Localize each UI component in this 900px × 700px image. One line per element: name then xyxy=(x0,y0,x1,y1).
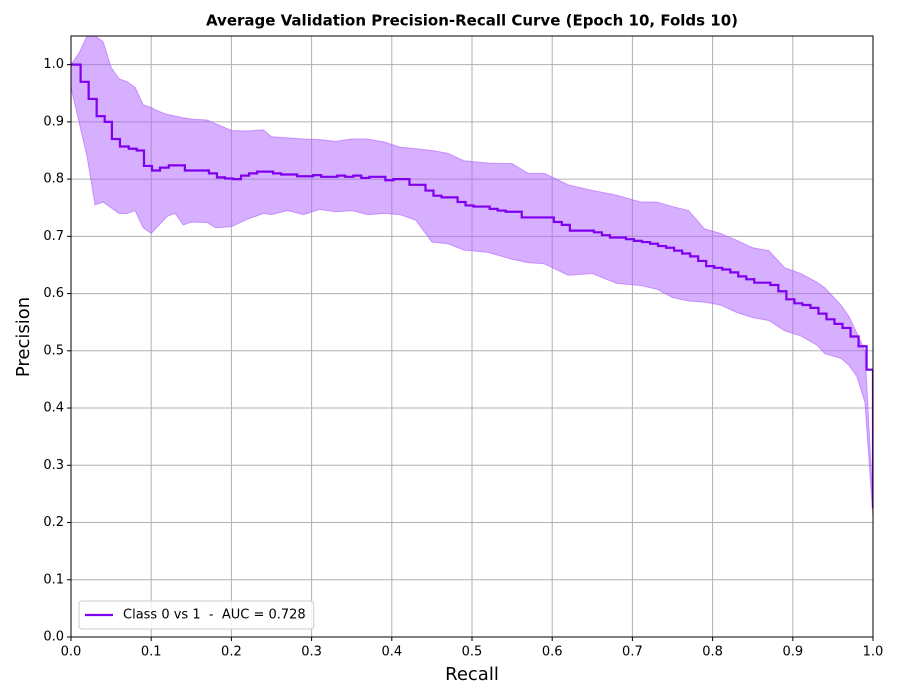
x-tick-label: 0.2 xyxy=(221,645,242,660)
chart-title: Average Validation Precision-Recall Curv… xyxy=(206,12,738,30)
legend: Class 0 vs 1 - AUC = 0.728 xyxy=(78,600,315,630)
x-tick-label: 0.3 xyxy=(301,645,322,660)
y-tick-label: 0.2 xyxy=(43,515,64,530)
pr-curve xyxy=(71,63,873,509)
x-tick-label: 1.0 xyxy=(863,645,884,660)
y-tick-label: 0.0 xyxy=(43,630,64,645)
plot-area xyxy=(71,36,873,517)
legend-label: Class 0 vs 1 - AUC = 0.728 xyxy=(123,608,306,623)
y-tick-label: 0.5 xyxy=(43,343,64,358)
x-tick-label: 0.9 xyxy=(782,645,803,660)
y-axis-label: Precision xyxy=(13,297,34,377)
axes: 0.0 0.1 0.2 0.3 0.4 0.5 0.6 0.7 0.8 0.9 1.0 0.0 0.1 0… xyxy=(43,57,883,659)
legend-box xyxy=(78,600,315,630)
y-tick-label: 1.0 xyxy=(43,57,64,72)
y-tick-label: 0.6 xyxy=(43,286,64,301)
x-tick-label: 0.6 xyxy=(542,645,563,660)
x-tick-label: 0.7 xyxy=(622,645,643,660)
x-axis-label: Recall xyxy=(445,664,499,685)
x-tick-label: 0.5 xyxy=(462,645,483,660)
y-tick-label: 0.3 xyxy=(43,458,64,473)
confidence-band xyxy=(71,36,873,517)
x-tick-label: 0.8 xyxy=(702,645,723,660)
x-tick-label: 0.4 xyxy=(381,645,402,660)
x-tick-label: 0.0 xyxy=(61,645,82,660)
y-tick-label: 0.9 xyxy=(43,114,64,129)
y-tick-label: 0.1 xyxy=(43,572,64,587)
x-tick-label: 0.1 xyxy=(141,645,162,660)
y-tick-label: 0.4 xyxy=(43,401,64,416)
y-tick-label: 0.7 xyxy=(43,229,64,244)
y-tick-label: 0.8 xyxy=(43,172,64,187)
